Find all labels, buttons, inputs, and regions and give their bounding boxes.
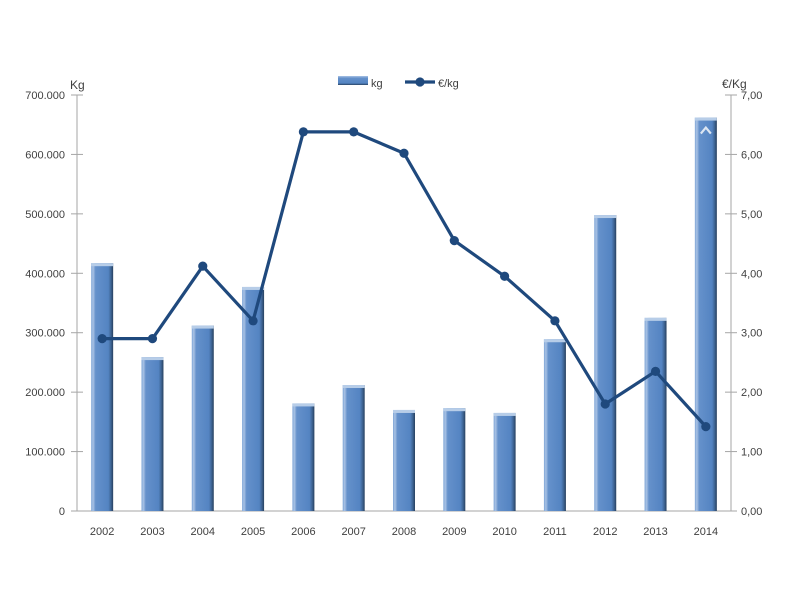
- line-marker-2007: [349, 127, 359, 137]
- bar-2013: [644, 317, 667, 511]
- x-axis-label-2014: 2014: [694, 526, 718, 538]
- bar-top-cap: [242, 286, 265, 290]
- line-marker-2006: [298, 127, 308, 137]
- bar-top-cap: [443, 408, 466, 412]
- x-axis-label-2006: 2006: [291, 526, 315, 538]
- legend: kg €/kg: [338, 76, 459, 90]
- right-axis-tick-label: 5,00: [741, 209, 762, 221]
- right-axis-tick-label: 3,00: [741, 328, 762, 340]
- bar-top-cap: [393, 409, 415, 413]
- left-axis-tick-label: 0: [59, 506, 65, 518]
- x-axis-label-2002: 2002: [90, 526, 114, 538]
- line-marker-2010: [500, 271, 510, 281]
- x-axis-label-2007: 2007: [341, 526, 365, 538]
- legend-swatches: [338, 76, 435, 87]
- line-marker-2009: [449, 236, 459, 246]
- right-axis-tick-label: 2,00: [741, 387, 762, 399]
- axes: 0 0,00 100.000 1,00 200.000 2,00 300.000 3,00 40…: [25, 90, 762, 538]
- line-marker-2013: [650, 366, 661, 376]
- bar-2007: [342, 385, 365, 511]
- left-axis-tick-label: 500.000: [25, 209, 65, 221]
- right-axis-tick-label: 7,00: [741, 90, 762, 102]
- right-axis-title: €/Kg: [722, 77, 747, 91]
- bar-top-cap: [91, 263, 114, 267]
- bar-2008: [393, 409, 415, 511]
- x-axis-label-2009: 2009: [442, 526, 466, 538]
- legend-bar-swatch: [338, 76, 368, 85]
- bar-top-cap: [543, 339, 566, 343]
- right-axis-tick-label: 0,00: [741, 506, 762, 518]
- bar-series-kg: [91, 117, 717, 511]
- bar-2004: [191, 325, 214, 511]
- x-axis-label-2003: 2003: [140, 526, 164, 538]
- left-axis-tick-label: 300.000: [25, 328, 65, 340]
- bar-top-cap: [694, 117, 717, 121]
- x-axis-label-2008: 2008: [392, 526, 416, 538]
- x-axis-label-2011: 2011: [543, 526, 567, 538]
- bar-2010: [493, 412, 516, 511]
- bar-2006: [292, 403, 315, 511]
- bar-2014: [694, 117, 717, 511]
- bar-2002: [91, 263, 114, 511]
- bar-top-cap: [493, 412, 516, 416]
- bar-continuation-caret: [700, 125, 712, 135]
- bar-top-cap: [594, 215, 617, 219]
- bar-top-cap: [191, 325, 214, 329]
- bar-top-cap: [141, 357, 164, 361]
- bar-2012: [594, 215, 617, 511]
- bar-top-cap: [292, 403, 315, 407]
- line-marker-2011: [550, 316, 560, 326]
- bar-2005: [242, 286, 265, 511]
- left-axis-title: Kg: [70, 78, 85, 92]
- x-axis-label-2004: 2004: [191, 526, 215, 538]
- line-marker-2002: [97, 334, 107, 344]
- line-marker-2004: [198, 261, 208, 271]
- x-axis-label-2005: 2005: [241, 526, 265, 538]
- legend-label-kg: kg: [371, 78, 383, 90]
- legend-line-marker: [415, 77, 425, 87]
- bar-top-cap: [342, 385, 365, 389]
- left-axis-tick-label: 200.000: [25, 387, 65, 399]
- line-marker-2005: [248, 316, 258, 326]
- left-axis-tick-label: 600.000: [25, 149, 65, 161]
- left-axis-tick-label: 400.000: [25, 268, 65, 280]
- right-axis-tick-label: 1,00: [741, 447, 762, 459]
- right-axis-tick-label: 4,00: [741, 268, 762, 280]
- right-axis-tick-label: 6,00: [741, 149, 762, 161]
- line-marker-2003: [147, 334, 158, 344]
- left-axis-tick-label: 100.000: [25, 447, 65, 459]
- x-axis-label-2010: 2010: [492, 526, 516, 538]
- x-axis-label-2012: 2012: [593, 526, 617, 538]
- bar-top-cap: [644, 317, 667, 321]
- bar-2009: [443, 408, 466, 511]
- line-marker-2012: [600, 399, 610, 409]
- line-series-eur-per-kg: [97, 127, 711, 432]
- line-marker-2008: [399, 148, 409, 158]
- line-marker-2014: [701, 422, 711, 432]
- legend-label-eur-per-kg: €/kg: [438, 78, 459, 90]
- bar-2003: [141, 357, 164, 511]
- left-axis-tick-label: 700.000: [25, 90, 65, 102]
- bar-2011: [543, 339, 566, 511]
- x-axis-label-2013: 2013: [643, 526, 667, 538]
